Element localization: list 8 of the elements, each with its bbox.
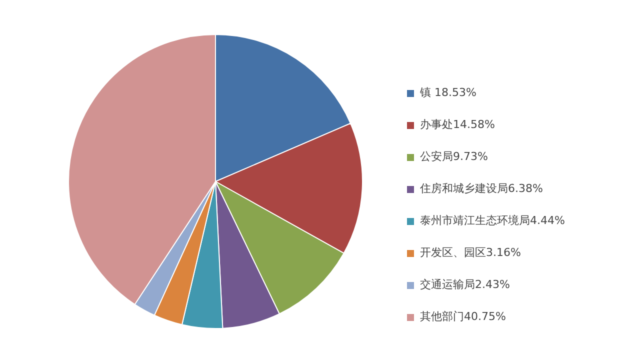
legend-label: 办事处14.58% [420,117,495,132]
legend-label: 泰州市靖江生态环境局4.44% [420,213,565,228]
legend-label: 住房和城乡建设局6.38% [420,181,543,196]
legend-label: 公安局9.73% [420,149,488,164]
legend-label: 镇 18.53% [420,85,476,100]
legend-label: 交通运输局2.43% [420,277,510,292]
legend-label: 其他部门40.75% [420,309,506,324]
legend-label: 开发区、园区3.16% [420,245,521,260]
